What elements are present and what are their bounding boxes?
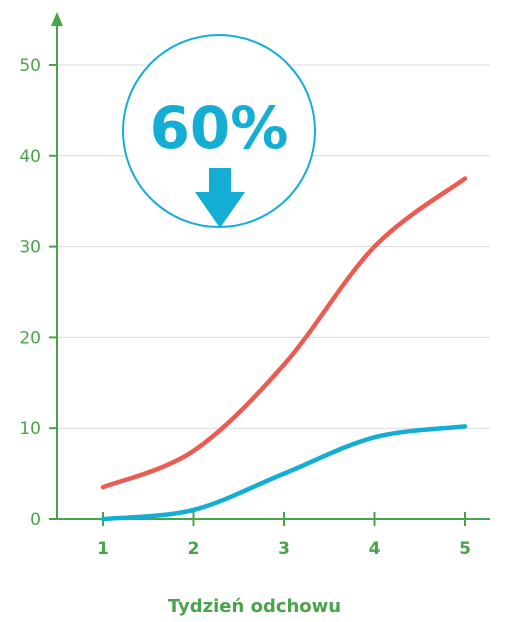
y-tick-label: 0 [30, 510, 41, 530]
x-tick-label: 4 [369, 539, 381, 559]
badge-percent: 60% [150, 94, 289, 162]
x-tick-label: 5 [459, 539, 471, 559]
y-tick-label: 10 [19, 419, 41, 439]
y-axis-arrow-icon [51, 12, 63, 26]
series-line-1 [100, 176, 468, 490]
axis-ticks: 0 10 20 30 40 50 1 2 3 4 5 [19, 56, 471, 559]
x-axis-title: Tydzień odchowu [167, 596, 342, 617]
y-tick-label: 20 [19, 328, 41, 348]
y-tick-label: 50 [19, 56, 41, 76]
y-tick-label: 30 [19, 238, 41, 258]
series-lines [100, 176, 468, 522]
y-tick-label: 40 [19, 147, 41, 167]
x-tick-label: 1 [97, 539, 109, 559]
badge-circle [122, 34, 316, 228]
x-tick-label: 2 [188, 539, 200, 559]
x-tick-label: 3 [278, 539, 290, 559]
arrow-down-icon [195, 168, 245, 228]
reduction-badge: 60% [122, 34, 316, 228]
series-line-2 [100, 424, 468, 522]
